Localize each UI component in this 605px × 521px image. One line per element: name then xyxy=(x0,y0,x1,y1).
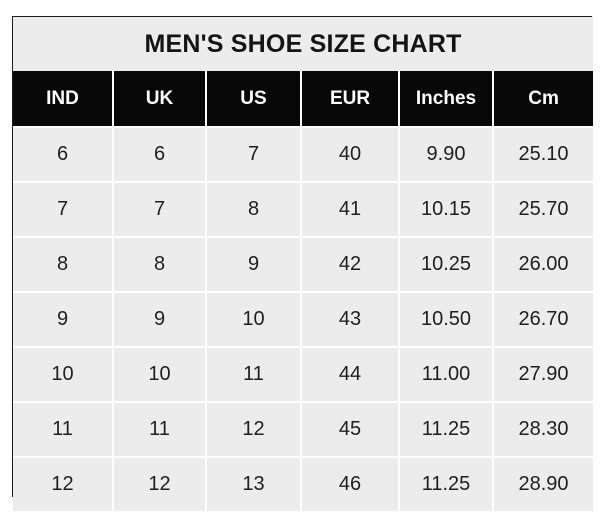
table-row: 6 6 7 40 9.90 25.10 xyxy=(13,126,594,182)
cell-us: 13 xyxy=(205,456,301,511)
cell-inches: 10.50 xyxy=(398,291,493,347)
column-header-eur: EUR xyxy=(300,71,399,127)
cell-eur: 44 xyxy=(300,346,399,402)
cell-uk: 12 xyxy=(112,456,206,511)
cell-cm: 26.00 xyxy=(491,236,594,292)
cell-eur: 45 xyxy=(300,401,399,457)
cell-uk: 8 xyxy=(112,236,206,292)
cell-cm: 26.70 xyxy=(491,291,594,347)
size-chart-container: MEN'S SHOE SIZE CHART IND UK US EUR Inch… xyxy=(12,16,594,511)
cell-inches: 10.25 xyxy=(398,236,493,292)
column-header-row: IND UK US EUR Inches Cm xyxy=(13,71,594,127)
table-row: 12 12 13 46 11.25 28.90 xyxy=(13,456,594,511)
cell-inches: 10.15 xyxy=(398,181,493,237)
cell-ind: 6 xyxy=(13,126,113,182)
cell-uk: 10 xyxy=(112,346,206,402)
cell-ind: 7 xyxy=(13,181,113,237)
cell-inches: 11.25 xyxy=(398,456,493,511)
cell-us: 7 xyxy=(205,126,301,182)
cell-eur: 40 xyxy=(300,126,399,182)
cell-cm: 25.70 xyxy=(491,181,594,237)
cell-ind: 11 xyxy=(13,401,113,457)
cell-uk: 7 xyxy=(112,181,206,237)
title-row: MEN'S SHOE SIZE CHART xyxy=(13,17,594,71)
cell-cm: 25.10 xyxy=(491,126,594,182)
cell-us: 12 xyxy=(205,401,301,457)
table-row: 10 10 11 44 11.00 27.90 xyxy=(13,346,594,402)
cell-eur: 46 xyxy=(300,456,399,511)
column-header-uk: UK xyxy=(112,71,206,127)
cell-cm: 28.30 xyxy=(491,401,594,457)
cell-uk: 11 xyxy=(112,401,206,457)
cell-eur: 41 xyxy=(300,181,399,237)
cell-cm: 28.90 xyxy=(491,456,594,511)
table-row: 11 11 12 45 11.25 28.30 xyxy=(13,401,594,457)
cell-us: 11 xyxy=(205,346,301,402)
cell-uk: 9 xyxy=(112,291,206,347)
cell-eur: 42 xyxy=(300,236,399,292)
column-header-cm: Cm xyxy=(491,71,594,127)
cell-ind: 12 xyxy=(13,456,113,511)
cell-ind: 10 xyxy=(13,346,113,402)
cell-us: 8 xyxy=(205,181,301,237)
cell-us: 9 xyxy=(205,236,301,292)
table-row: 8 8 9 42 10.25 26.00 xyxy=(13,236,594,292)
cell-inches: 11.00 xyxy=(398,346,493,402)
cell-inches: 9.90 xyxy=(398,126,493,182)
table-head: MEN'S SHOE SIZE CHART IND UK US EUR Inch… xyxy=(13,17,594,127)
column-header-inches: Inches xyxy=(398,71,493,127)
cell-ind: 9 xyxy=(13,291,113,347)
shoe-size-table: MEN'S SHOE SIZE CHART IND UK US EUR Inch… xyxy=(13,17,594,511)
cell-eur: 43 xyxy=(300,291,399,347)
cell-ind: 8 xyxy=(13,236,113,292)
table-body: 6 6 7 40 9.90 25.10 7 7 8 41 10.15 25.70 8 8 9 42 10.25 2… xyxy=(13,126,594,511)
table-row: 7 7 8 41 10.15 25.70 xyxy=(13,181,594,237)
cell-uk: 6 xyxy=(112,126,206,182)
cell-cm: 27.90 xyxy=(491,346,594,402)
cell-us: 10 xyxy=(205,291,301,347)
column-header-ind: IND xyxy=(13,71,113,127)
cell-inches: 11.25 xyxy=(398,401,493,457)
chart-title: MEN'S SHOE SIZE CHART xyxy=(13,17,594,71)
column-header-us: US xyxy=(205,71,301,127)
table-row: 9 9 10 43 10.50 26.70 xyxy=(13,291,594,347)
